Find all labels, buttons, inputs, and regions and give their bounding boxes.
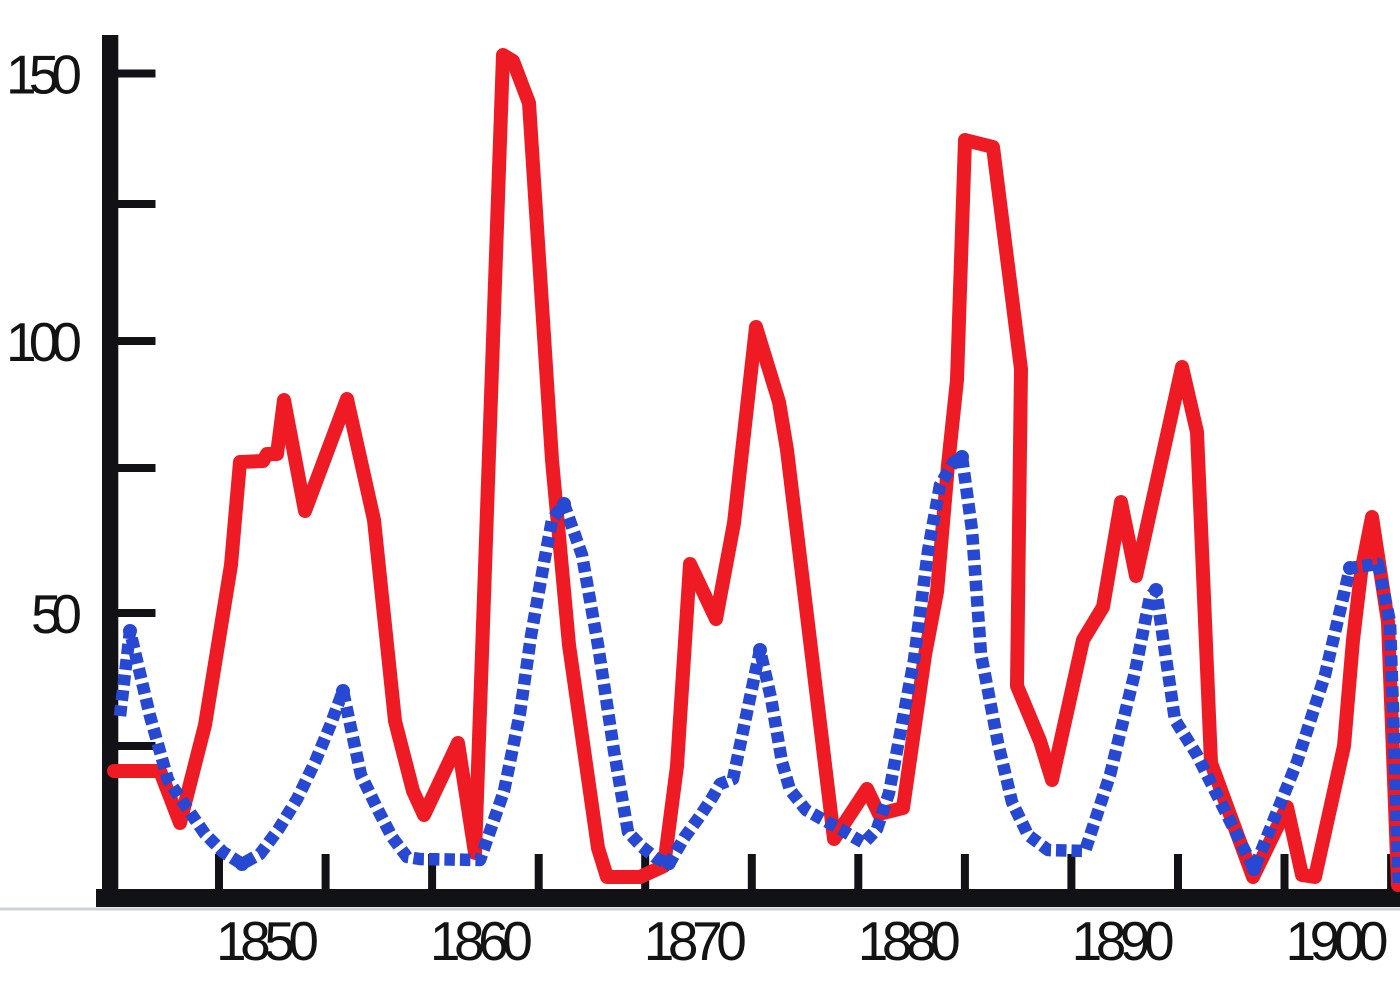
svg-text:1900: 1900	[1286, 910, 1389, 972]
svg-text:1860: 1860	[430, 910, 533, 972]
svg-text:1880: 1880	[858, 910, 961, 972]
svg-text:50: 50	[31, 583, 82, 645]
svg-text:150: 150	[6, 44, 82, 106]
svg-text:1850: 1850	[216, 910, 319, 972]
svg-text:100: 100	[6, 311, 82, 373]
svg-text:1890: 1890	[1072, 910, 1175, 972]
svg-text:1870: 1870	[644, 910, 747, 972]
